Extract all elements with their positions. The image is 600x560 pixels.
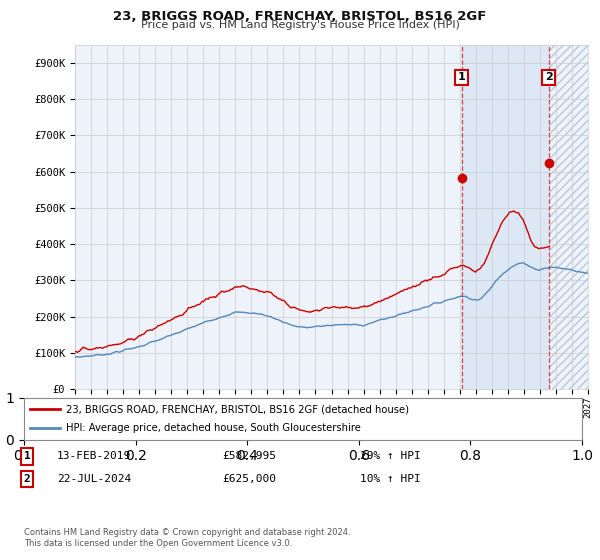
Text: 22-JUL-2024: 22-JUL-2024 — [57, 474, 131, 484]
Text: Contains HM Land Registry data © Crown copyright and database right 2024.
This d: Contains HM Land Registry data © Crown c… — [24, 528, 350, 548]
Text: HPI: Average price, detached house, South Gloucestershire: HPI: Average price, detached house, Sout… — [66, 423, 361, 433]
Text: 2: 2 — [545, 72, 553, 82]
Text: 10% ↑ HPI: 10% ↑ HPI — [360, 474, 421, 484]
Text: 1: 1 — [23, 451, 31, 461]
Text: 29% ↑ HPI: 29% ↑ HPI — [360, 451, 421, 461]
Text: £625,000: £625,000 — [222, 474, 276, 484]
Text: 23, BRIGGS ROAD, FRENCHAY, BRISTOL, BS16 2GF: 23, BRIGGS ROAD, FRENCHAY, BRISTOL, BS16… — [113, 10, 487, 23]
Text: 2: 2 — [23, 474, 31, 484]
Text: Price paid vs. HM Land Registry's House Price Index (HPI): Price paid vs. HM Land Registry's House … — [140, 20, 460, 30]
Text: £582,995: £582,995 — [222, 451, 276, 461]
Text: 13-FEB-2019: 13-FEB-2019 — [57, 451, 131, 461]
Text: 1: 1 — [458, 72, 466, 82]
Bar — [549, 45, 588, 389]
Text: 23, BRIGGS ROAD, FRENCHAY, BRISTOL, BS16 2GF (detached house): 23, BRIGGS ROAD, FRENCHAY, BRISTOL, BS16… — [66, 404, 409, 414]
